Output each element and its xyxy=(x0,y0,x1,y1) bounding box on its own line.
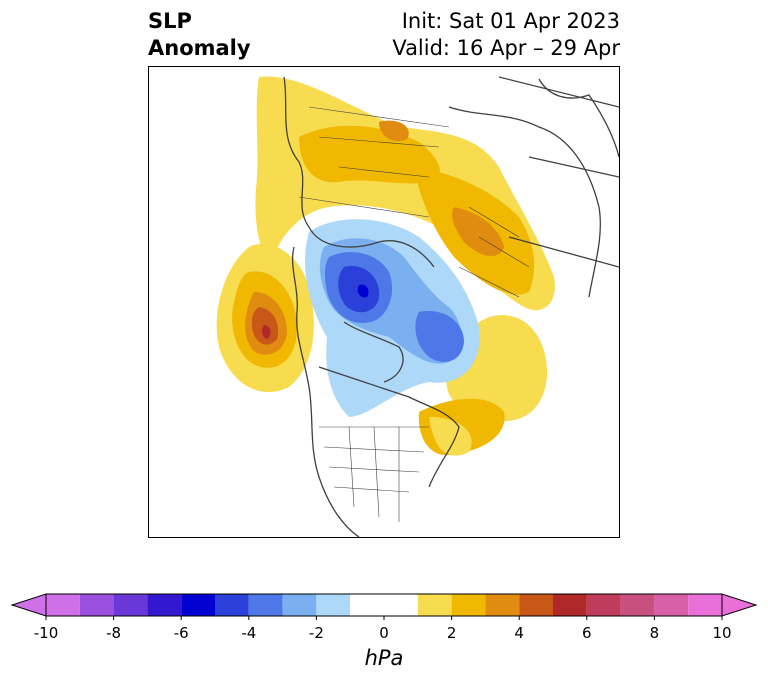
positive-anomaly-pacific xyxy=(216,243,314,393)
colorbar-tick-label: 6 xyxy=(582,624,592,642)
title-subtitle: Anomaly xyxy=(148,36,251,60)
colorbar xyxy=(10,593,758,620)
colorbar-tick-label: 2 xyxy=(446,624,457,642)
colorbar-tick-label: -4 xyxy=(241,624,257,642)
colorbar-tick-label: -10 xyxy=(33,624,59,642)
coastlines xyxy=(283,76,619,537)
run-info: Init: Sat 01 Apr 2023 Valid: 16 Apr – 29… xyxy=(392,8,620,62)
colorbar-bin xyxy=(79,594,114,616)
colorbar-extend-low xyxy=(10,593,47,617)
colorbar-bin xyxy=(654,594,689,616)
colorbar-tick-label: 10 xyxy=(712,624,732,642)
colorbar-bin xyxy=(46,594,80,616)
colorbar-bin xyxy=(113,594,148,616)
colorbar-extend-high xyxy=(721,593,758,617)
map-panel xyxy=(148,66,620,538)
valid-range: Valid: 16 Apr – 29 Apr xyxy=(392,36,620,60)
anomaly-map xyxy=(216,76,619,537)
colorbar-bin xyxy=(553,594,587,616)
colorbar-bin xyxy=(282,594,317,616)
colorbar-label: hPa xyxy=(364,646,404,670)
colorbar-tick-label: -8 xyxy=(106,624,122,642)
colorbar-bin xyxy=(586,594,621,616)
map-title: SLP Anomaly xyxy=(148,8,251,62)
title-variable: SLP xyxy=(148,9,192,33)
political-borders xyxy=(298,106,530,522)
colorbar-bin xyxy=(417,594,452,616)
colorbar-bin xyxy=(519,594,553,616)
negative-anomaly-arctic xyxy=(305,219,480,417)
colorbar-bin xyxy=(215,594,249,616)
colorbar-bin xyxy=(147,594,182,616)
colorbar-bin xyxy=(316,594,351,616)
colorbar-tick-label: -6 xyxy=(173,624,189,642)
colorbar-bin xyxy=(688,594,722,616)
colorbar-tick-label: 0 xyxy=(379,624,389,642)
colorbar-tick-label: -2 xyxy=(308,624,324,642)
colorbar-bin xyxy=(485,594,520,616)
colorbar-bin xyxy=(248,594,283,616)
colorbar-tick-label: 4 xyxy=(514,624,524,642)
colorbar-bin xyxy=(350,594,418,616)
colorbar-bin xyxy=(620,594,655,616)
colorbar-tick-label: 8 xyxy=(649,624,660,642)
colorbar-bin xyxy=(181,594,215,616)
positive-anomaly-russia xyxy=(414,167,535,295)
init-date: Init: Sat 01 Apr 2023 xyxy=(401,9,620,33)
colorbar-bin xyxy=(451,594,486,616)
